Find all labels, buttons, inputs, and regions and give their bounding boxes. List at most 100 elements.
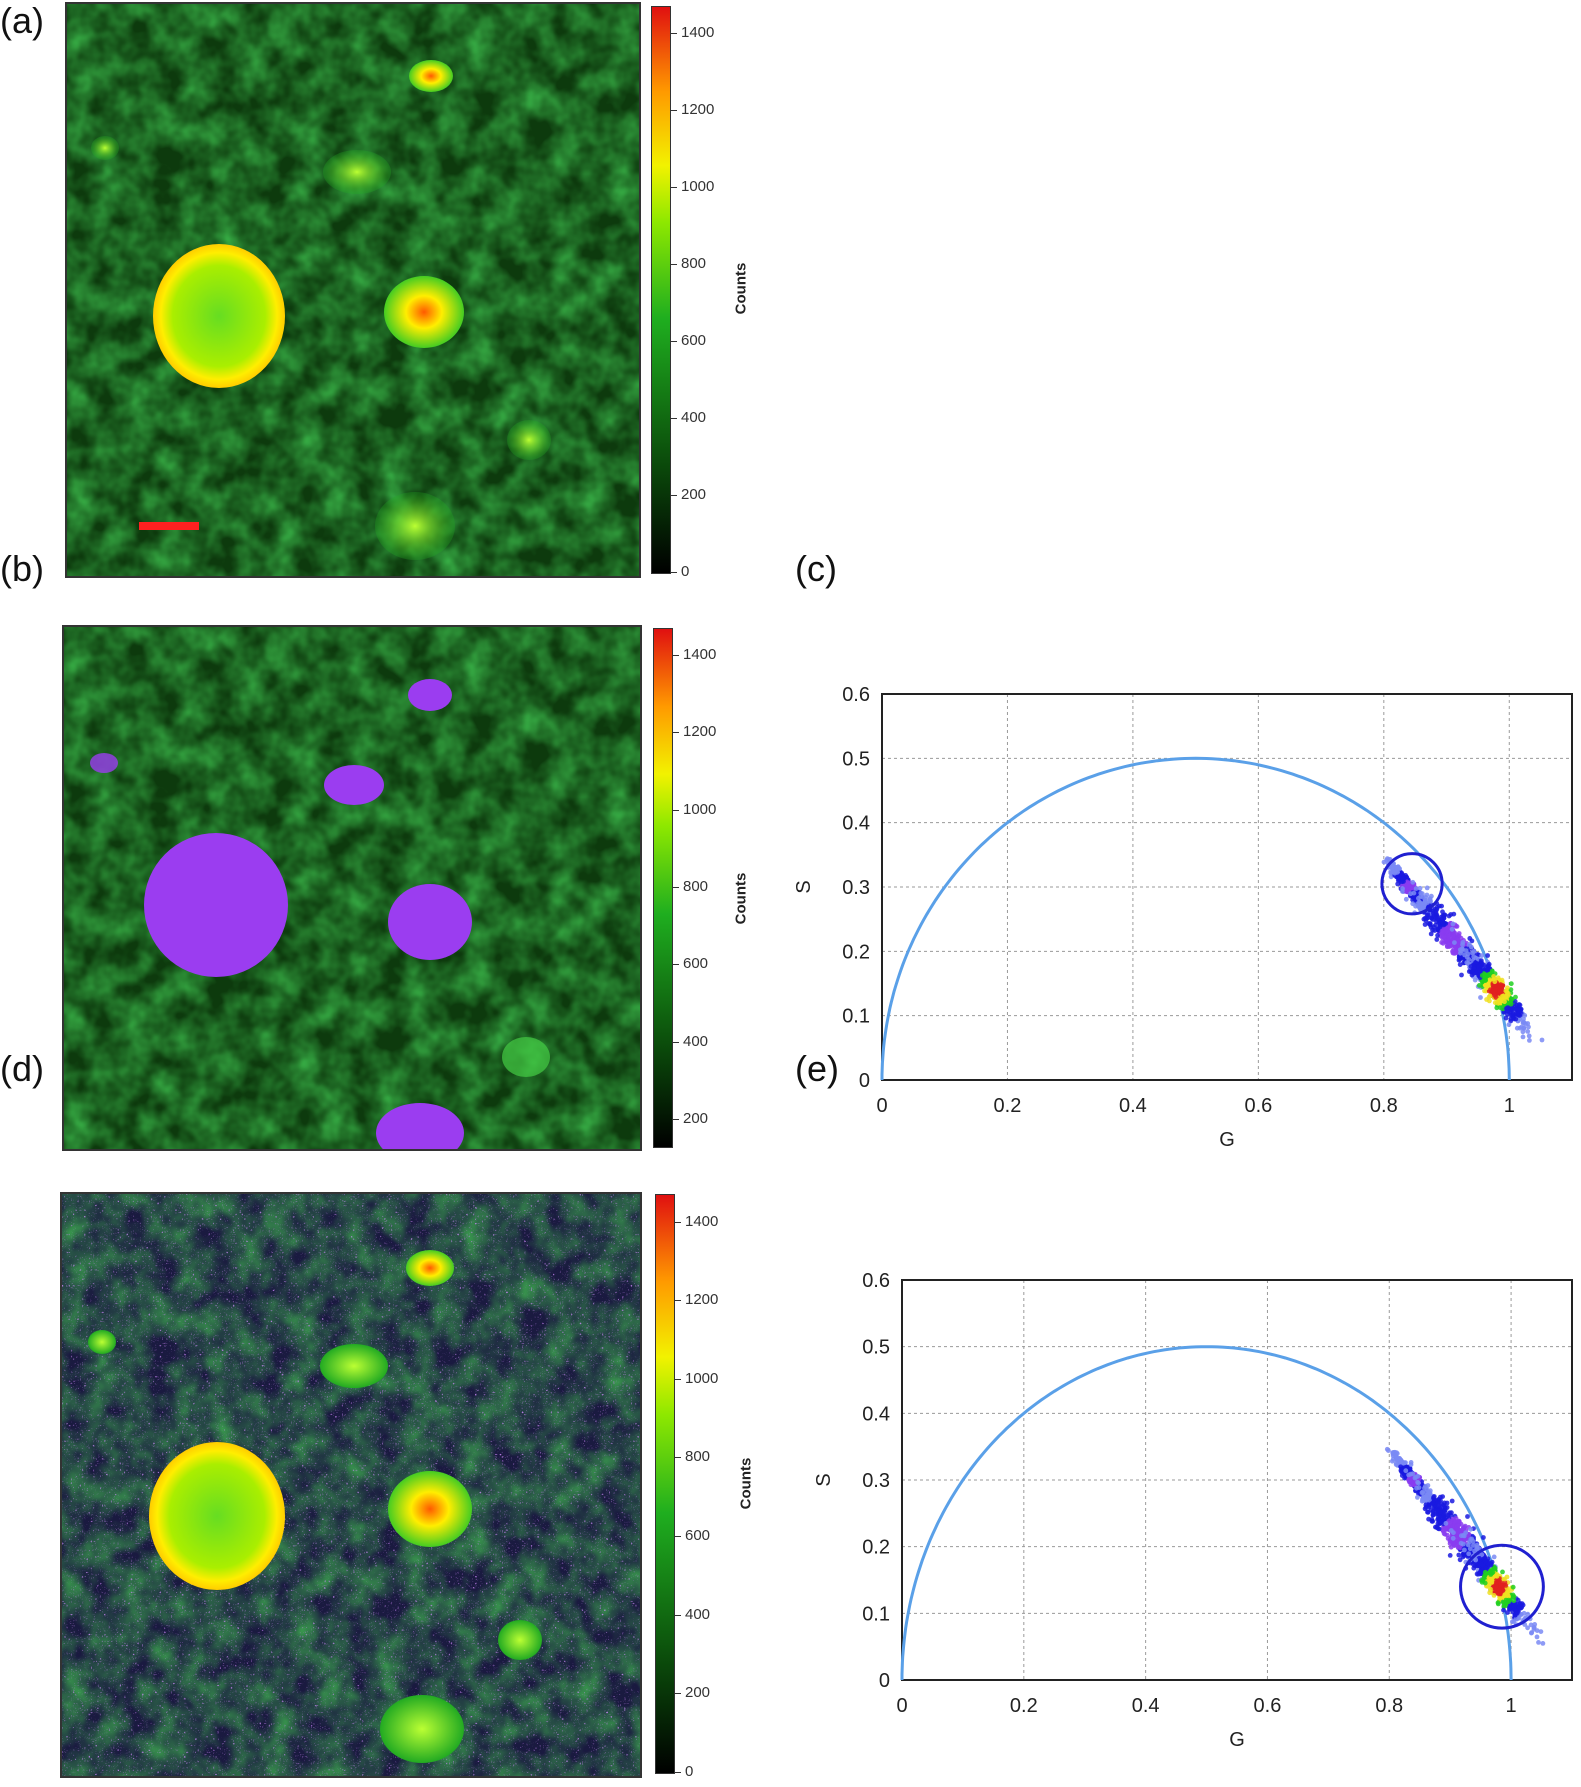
phasor-point [1478,958,1484,963]
plot-frame [901,1279,1573,1681]
phasor-point [1451,1523,1457,1529]
phasor-point [1427,896,1433,902]
phasor-point [1452,1542,1457,1547]
plot-frame [881,693,1573,1081]
phasor-point [1450,921,1456,927]
phasor-point [1395,881,1401,887]
phasor-point [1415,1473,1421,1479]
phasor-point [1520,1034,1526,1040]
phasor-point [1494,1584,1499,1589]
phasor-point [1390,1451,1396,1457]
phasor-point [1436,1503,1442,1509]
phasor-point [1461,1551,1466,1557]
colorbar-tick-mark [675,1221,681,1223]
phasor-point [1440,909,1445,915]
colorbar-tick-mark [675,1772,681,1773]
phasor-point [1503,1583,1509,1588]
phasor-point [1399,1473,1405,1478]
phasor-point [1440,935,1445,941]
phasor-point [1489,968,1495,974]
phasor-point [1479,953,1485,958]
phasor-point [1458,950,1463,956]
phasor-point [1403,1468,1409,1474]
phasor-point [1460,940,1466,945]
cell-blob-4 [88,1330,116,1354]
colorbar-tick-label: 600 [683,955,709,973]
x-tick-label: 0.4 [1132,1695,1160,1717]
phasor-point [1526,1024,1531,1030]
phasor-point [1468,1526,1473,1532]
phasor-point [1474,1542,1480,1548]
phasor-point [1428,924,1434,930]
colorbar-tick-mark [675,1457,681,1459]
phasor-point [1493,987,1499,993]
phasor-point [1403,896,1409,902]
phasor-point [1475,952,1480,957]
phasor-point [1386,1448,1391,1453]
phasor-point [1451,1530,1456,1536]
phasor-point [1425,1483,1431,1488]
phasor-point [1505,1589,1511,1595]
phasor-point [1497,988,1503,994]
phasor-point [1458,935,1464,941]
universal-semicircle [900,1345,1513,1681]
panel-letter-b: (b) [0,548,44,589]
cell-small-top [406,1250,454,1286]
phasor-point [1410,901,1416,907]
x-tick-label: 0 [876,1095,887,1117]
phasor-point [1505,1012,1510,1017]
phasor-point [1428,931,1434,937]
phasor-point [1494,1005,1500,1011]
cell-blob-highlight-3 [90,753,118,773]
colorbar-tick-label: 0 [681,563,690,580]
cell-blob-4 [502,1037,550,1077]
phasor-point [1462,952,1467,958]
phasor-point [1438,1510,1444,1515]
phasor-point [1505,985,1510,991]
x-tick-label: 0.2 [994,1095,1022,1117]
colorbar-tick-mark [671,32,677,34]
colorbar-tick-mark [673,964,679,966]
phasor-point [1439,903,1444,909]
phasor-point [1436,1526,1442,1532]
phasor-point [1468,1537,1474,1542]
micrograph-a [65,2,641,578]
colorbar-tick-mark [671,572,677,573]
phasor-point [1467,1546,1473,1552]
phasor-point [1511,1598,1517,1604]
colorbar-tick-mark [671,340,677,342]
phasor-point [1427,1491,1433,1496]
phasor-point [1440,940,1446,946]
phasor-point [1506,1597,1511,1603]
phasor-plot-e: 0 0.2 0.4 0.6 0.8 1 0 0.1 0.2 0.3 0.4 0.5 0.6 G S [813,1270,1573,1751]
phasor-point [1485,967,1491,973]
phasor-point [1395,869,1400,875]
colorbar-b [653,628,673,1148]
phasor-point [1422,899,1428,905]
phasor-point [1430,910,1436,916]
colorbar-tick-mark [671,494,677,496]
phasor-point [1473,1557,1479,1563]
phasor-point [1503,1015,1509,1021]
phasor-point [1519,1024,1524,1030]
phasor-point [1452,940,1457,945]
phasor-point [1488,987,1493,993]
colorbar-tick-label: 800 [685,1448,711,1466]
colorbar-tick-mark [675,1300,681,1302]
phasor-point [1415,901,1420,907]
cell-blob-1 [323,150,391,194]
cell-blob-highlight-2 [376,1103,464,1149]
phasor-point [1411,1482,1417,1487]
phasor-point [1482,1580,1488,1586]
phasor-point [1510,1006,1515,1012]
colorbar-tick-mark [671,417,677,419]
cell-bright-spot [388,1471,472,1547]
phasor-point [1449,1498,1455,1504]
scale-bar [139,522,199,530]
x-tick-label: 1 [1506,1695,1517,1717]
phasor-point [1496,998,1502,1003]
phasor-point [1442,928,1447,934]
phasor-cursor-circle [1380,852,1444,916]
phasor-point [1444,1532,1450,1538]
phasor-point [1482,1559,1488,1564]
